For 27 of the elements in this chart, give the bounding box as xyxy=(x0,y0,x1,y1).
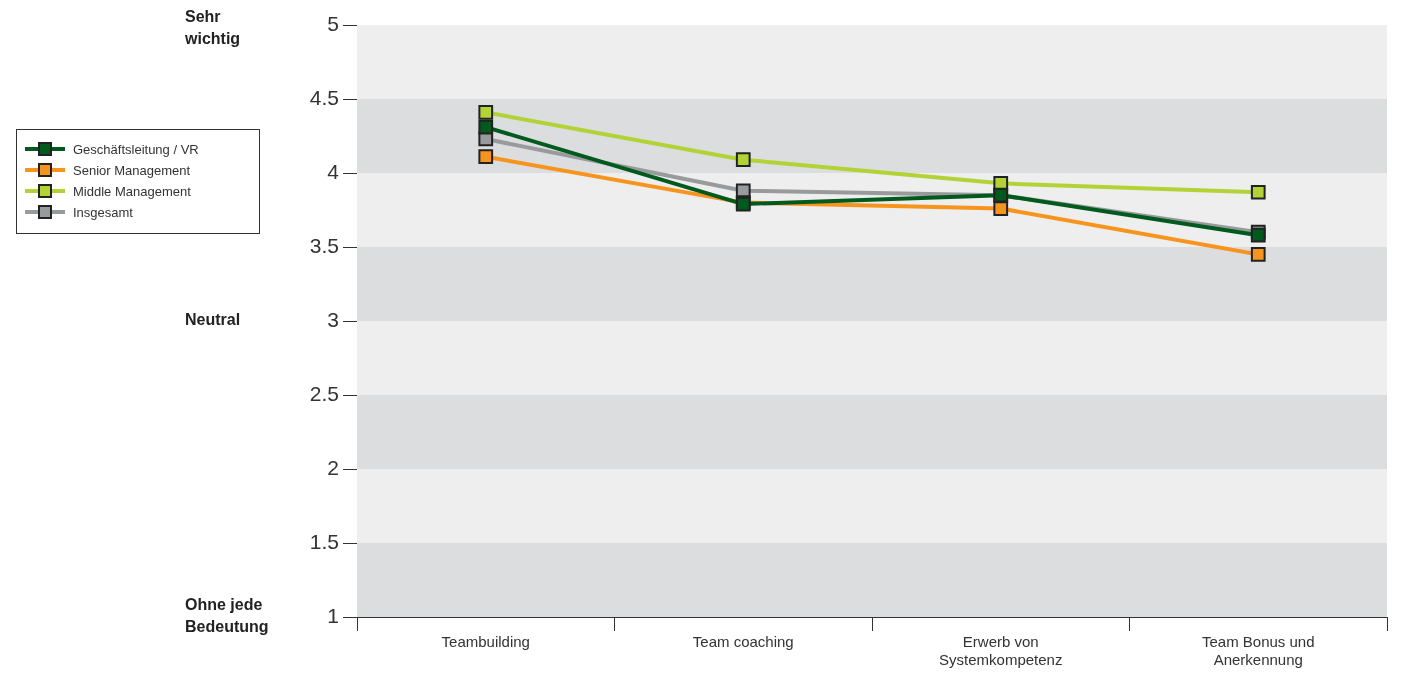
y-tick-label: 4.5 xyxy=(309,85,339,109)
text: Neutral xyxy=(185,311,241,329)
point xyxy=(478,104,494,120)
y-tick-label: 1.5 xyxy=(309,529,339,553)
y-tick-label: 2 xyxy=(327,455,339,479)
x-tick-label: Team coaching xyxy=(692,633,794,651)
y-tick-label: 2.5 xyxy=(309,381,339,405)
text: Sehr wichtig xyxy=(184,8,241,48)
point xyxy=(1250,184,1266,200)
y-tick-label: 3.5 xyxy=(309,233,339,257)
y-tick-label: 1 xyxy=(327,603,339,627)
point xyxy=(735,152,751,168)
x-tick-label: Erwerb von Systemkompetenz xyxy=(939,633,1063,669)
legend-label: Middle Management xyxy=(73,183,191,201)
y-tick-label: 4 xyxy=(327,159,340,183)
x-tick-label: Team Bonus und Anerkennung xyxy=(1201,633,1315,669)
y-tick-label: 5 xyxy=(327,11,339,35)
legend-label: Senior Management xyxy=(73,162,191,180)
text: Ohne jede Bedeutung xyxy=(185,596,269,636)
point xyxy=(1250,247,1266,262)
point xyxy=(478,119,494,135)
y-tick-label: 3 xyxy=(327,307,339,331)
point xyxy=(478,149,494,165)
legend-label: Geschäftsleitung / VR xyxy=(73,141,199,159)
legend-label: Insgesamt xyxy=(73,204,133,222)
x-tick-label: Teambuilding xyxy=(441,633,530,651)
point xyxy=(993,201,1009,216)
